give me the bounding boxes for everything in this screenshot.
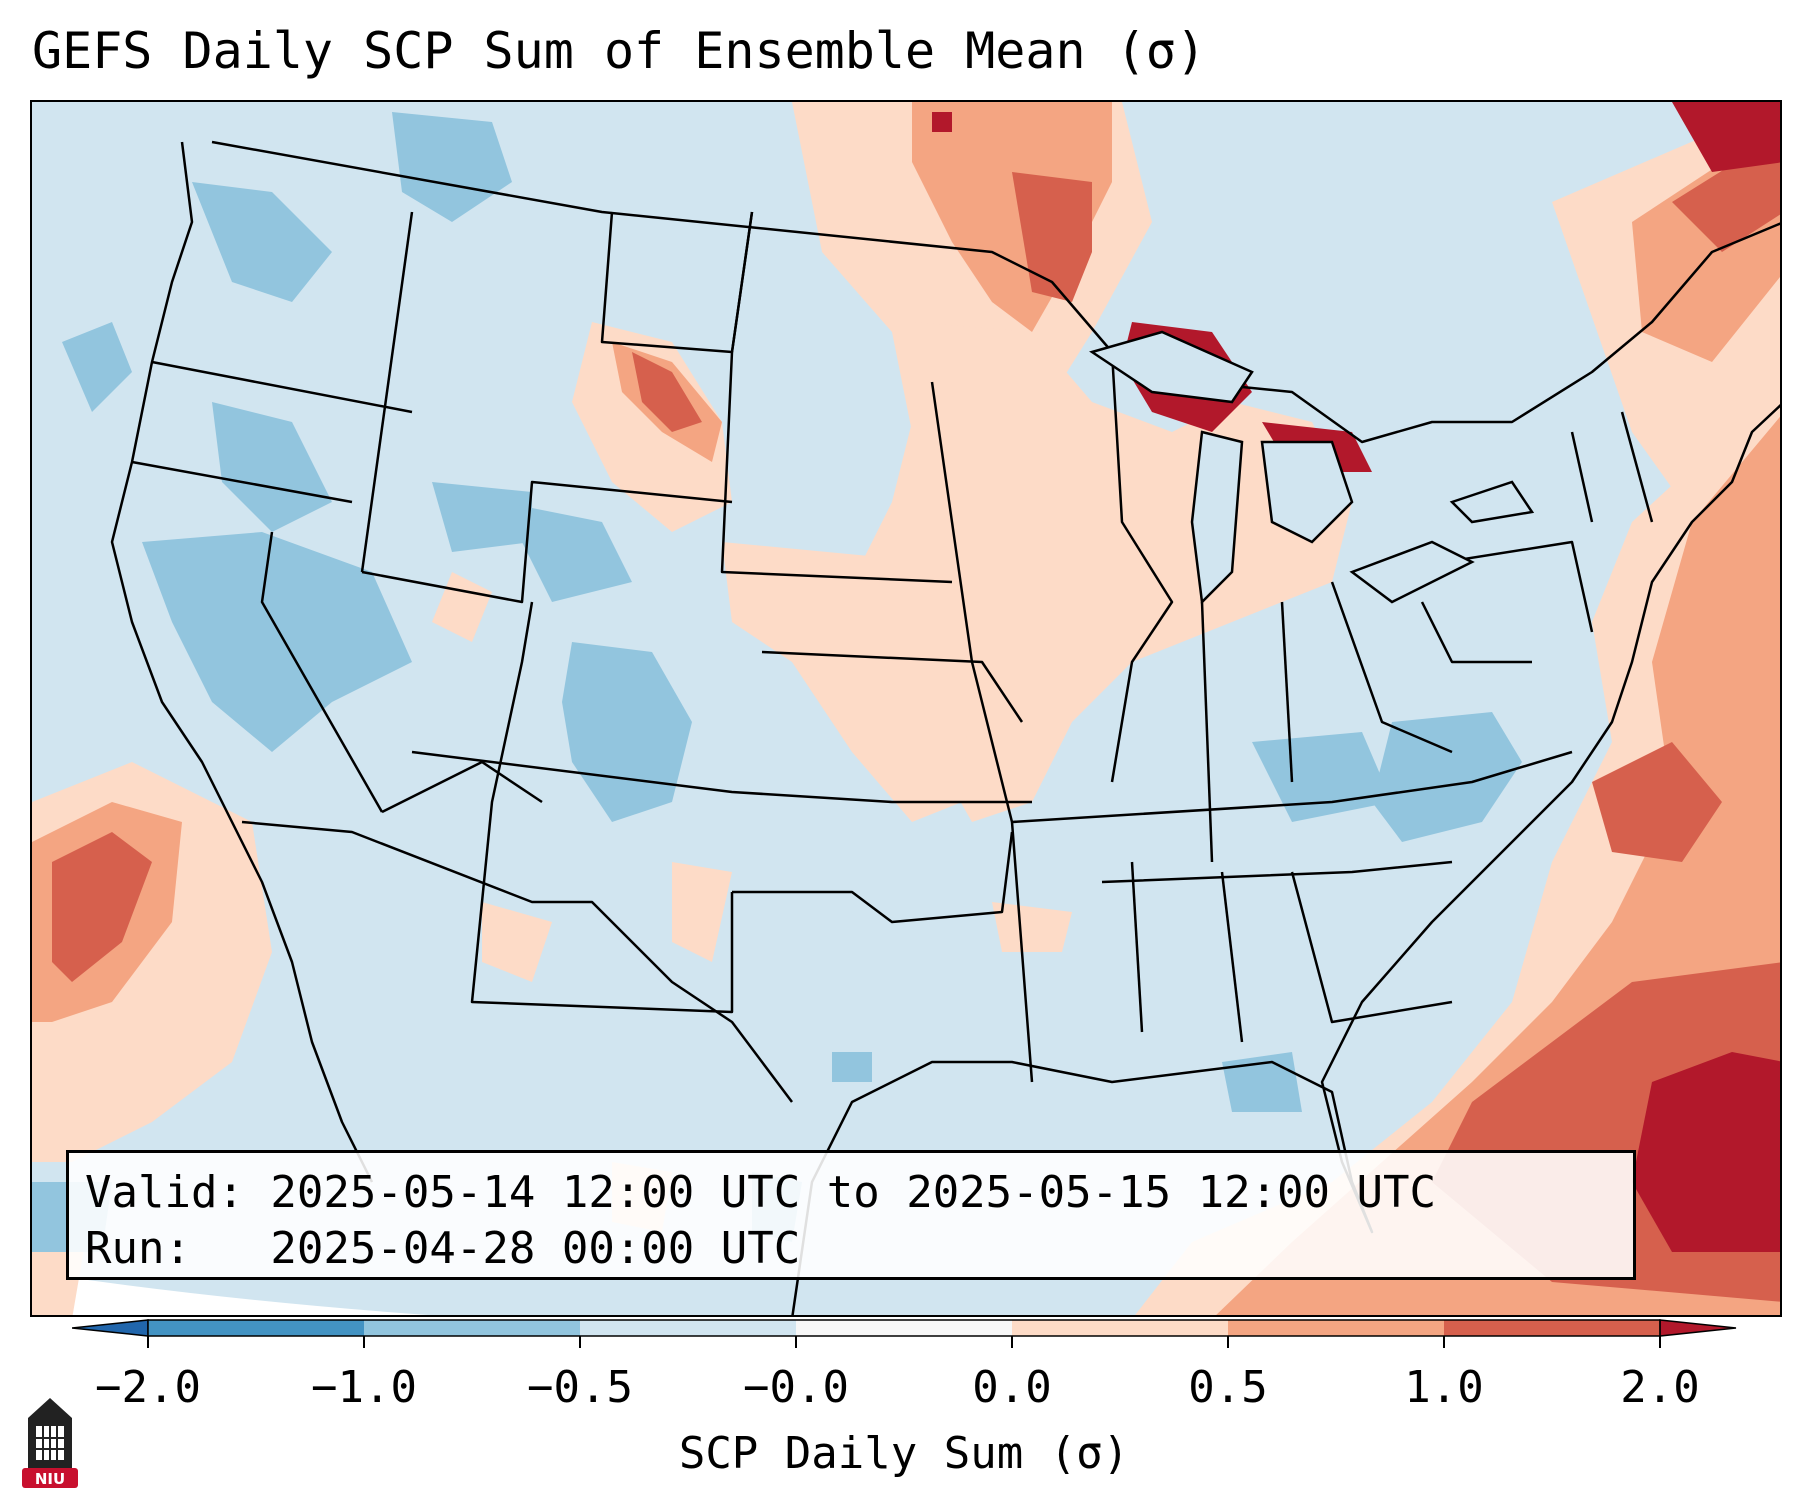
colorbar-bin-5 [1012, 1320, 1228, 1336]
colorbar-bin-8 [1659, 1319, 1737, 1337]
colorbar-tick-label: 0.5 [1188, 1362, 1268, 1413]
colorbar-bin-1 [148, 1320, 364, 1336]
colorbar-bin-3 [580, 1320, 796, 1336]
colorbar-tick-label: −0.0 [743, 1362, 849, 1413]
colorbar-tick-label: −0.5 [527, 1362, 633, 1413]
border-mexico [241, 820, 793, 1103]
scp-map [32, 102, 1780, 1315]
anomaly-neg-0.5-to-neg-1.0 [32, 112, 1522, 1252]
colorbar-tick-label: 1.0 [1404, 1362, 1484, 1413]
info-box: Valid: 2025-05-14 12:00 UTC to 2025-05-1… [66, 1150, 1636, 1280]
map-title: GEFS Daily SCP Sum of Ensemble Mean (σ) [32, 22, 1206, 80]
coastline-west [110, 141, 374, 1183]
niu-logo-icon: NIU [22, 1398, 78, 1488]
colorbar-bin-7 [1444, 1320, 1660, 1336]
colorbar-bin-2 [364, 1320, 580, 1336]
great-lakes [1089, 330, 1535, 605]
projection-edge [32, 1272, 429, 1315]
colorbar-tick-label: −1.0 [311, 1362, 417, 1413]
valid-line: Valid: 2025-05-14 12:00 UTC to 2025-05-1… [85, 1167, 1437, 1218]
colorbar-ticks [147, 1336, 1661, 1348]
svg-text:NIU: NIU [35, 1470, 65, 1488]
colorbar-bin-0 [72, 1319, 149, 1337]
colorbar [72, 1319, 1737, 1348]
colorbar-outline [147, 1319, 1661, 1337]
colorbar-label: SCP Daily Sum (σ) [678, 1428, 1130, 1479]
colorbar-bin-4 [796, 1320, 1012, 1336]
boundaries [110, 140, 1780, 1315]
colorbar-tick-label: −2.0 [95, 1362, 201, 1413]
map-frame [30, 100, 1782, 1317]
run-line: Run: 2025-04-28 00:00 UTC [85, 1223, 801, 1274]
colorbar-bin-6 [1228, 1320, 1444, 1336]
colorbar-tick-label: 0.0 [972, 1362, 1052, 1413]
colorbar-tick-label: 2.0 [1620, 1362, 1700, 1413]
coastline-gulf-east [791, 404, 1780, 1315]
border-canada [211, 140, 1780, 444]
